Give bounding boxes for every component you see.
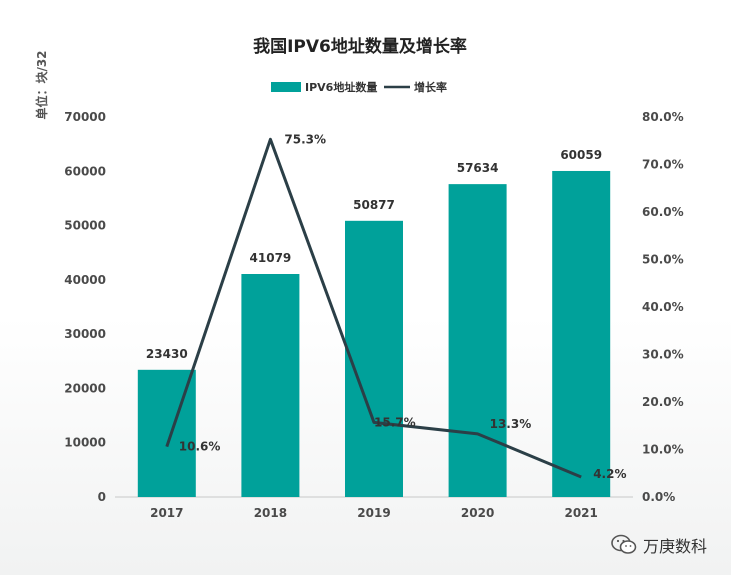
bar	[552, 170, 611, 497]
bar	[448, 184, 507, 498]
left-tick-label: 20000	[64, 381, 106, 395]
bar-value-label: 50877	[353, 198, 395, 212]
line-value-label: 75.3%	[284, 132, 326, 146]
x-tick-label: 2019	[357, 506, 390, 520]
x-axis-ticks: 2017 2018 2019 2020 2021	[150, 506, 598, 520]
right-tick-label: 10.0%	[642, 443, 684, 457]
x-tick-label: 2020	[461, 506, 494, 520]
left-tick-label: 0	[98, 490, 106, 504]
bar	[345, 220, 403, 497]
chart-title: 我国IPV6地址数量及增长率	[253, 36, 467, 57]
watermark: 万庚数科	[611, 533, 707, 557]
bar-value-label: 23430	[146, 347, 188, 361]
legend: IPV6地址数量 增长率	[271, 80, 447, 94]
bar-value-label: 60059	[560, 148, 602, 162]
line-value-label: 13.3%	[490, 417, 532, 431]
left-tick-label: 30000	[64, 327, 106, 341]
line-value-labels: 10.6% 75.3% 15.7% 13.3% 4.2%	[179, 132, 627, 481]
legend-line-label: 增长率	[414, 80, 447, 94]
left-tick-label: 40000	[64, 273, 106, 287]
line-value-label: 4.2%	[593, 467, 626, 481]
y-axis-unit-label: 单位：块/32	[34, 50, 49, 119]
left-axis-ticks: 0 10000 20000 30000 40000 50000 60000 70000	[64, 110, 106, 504]
bar-value-label: 41079	[250, 251, 292, 265]
x-tick-label: 2017	[150, 506, 183, 520]
x-tick-label: 2018	[254, 506, 287, 520]
legend-bar-swatch	[271, 82, 301, 92]
line-series	[165, 137, 582, 479]
bar-value-labels: 23430 41079 50877 57634 60059	[146, 148, 602, 361]
right-tick-label: 20.0%	[642, 395, 684, 409]
bar	[241, 273, 300, 497]
wechat-icon	[611, 534, 637, 554]
left-tick-label: 10000	[64, 436, 106, 450]
right-tick-label: 40.0%	[642, 300, 684, 314]
right-tick-label: 80.0%	[642, 110, 684, 124]
right-tick-label: 60.0%	[642, 205, 684, 219]
bar-series	[137, 170, 611, 498]
left-tick-label: 60000	[64, 164, 106, 178]
right-tick-label: 0.0%	[642, 490, 675, 504]
legend-bar-label: IPV6地址数量	[305, 80, 377, 94]
left-tick-label: 50000	[64, 219, 106, 233]
left-tick-label: 70000	[64, 110, 106, 124]
right-tick-label: 50.0%	[642, 253, 684, 267]
line-value-label: 10.6%	[179, 440, 221, 454]
bar-value-label: 57634	[457, 161, 499, 175]
right-tick-label: 30.0%	[642, 348, 684, 362]
right-axis-ticks: 0.0% 10.0% 20.0% 30.0% 40.0% 50.0% 60.0% 70.0% 8…	[642, 110, 684, 504]
right-tick-label: 70.0%	[642, 158, 684, 172]
line-value-label: 15.7%	[374, 415, 416, 429]
growth-rate-line	[165, 137, 582, 479]
watermark-text: 万庚数科	[642, 537, 707, 556]
x-tick-label: 2021	[564, 506, 597, 520]
